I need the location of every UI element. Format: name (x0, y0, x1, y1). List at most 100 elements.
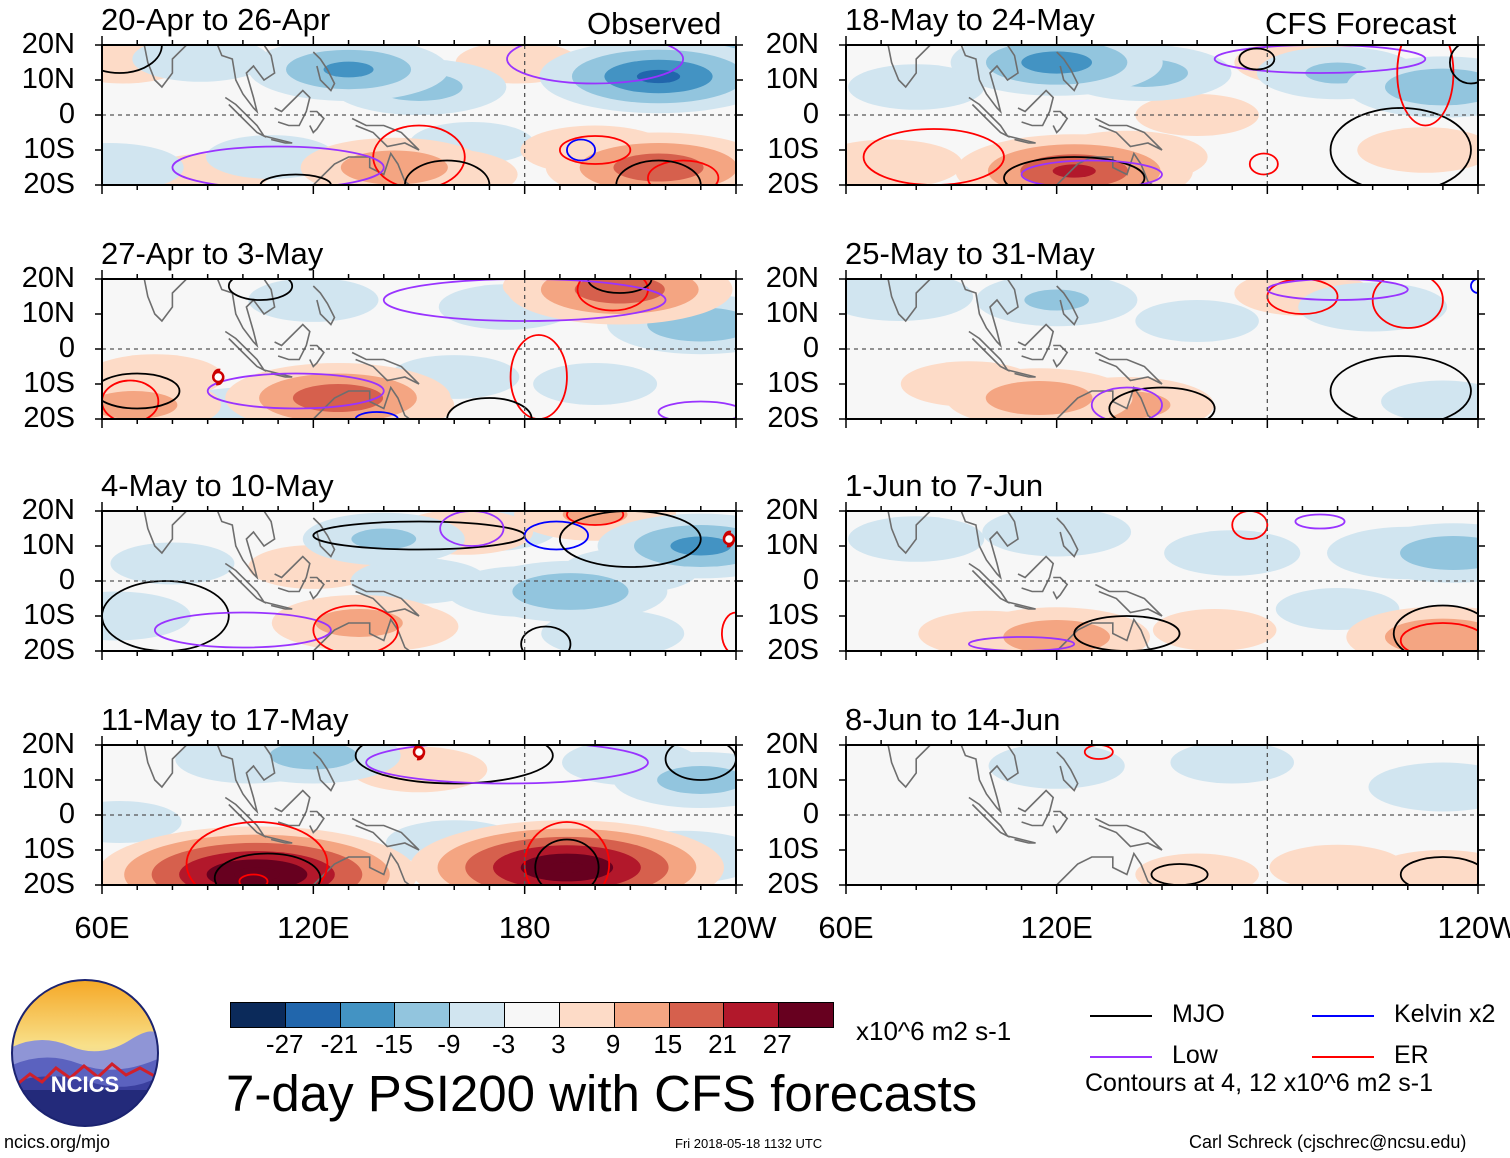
y-tick-label: 20S (767, 868, 819, 900)
coastline (1007, 835, 1036, 844)
y-tick-label: 20S (767, 402, 819, 434)
anomaly-shading (846, 139, 963, 185)
anomaly-shading (1400, 536, 1478, 570)
mjo-contour (1329, 107, 1472, 185)
map-panel-p7 (839, 494, 1485, 660)
coastline (1092, 672, 1131, 707)
colorbar-level-label: 3 (551, 1029, 566, 1059)
mjo-contour (227, 279, 294, 301)
map-panel-p6 (839, 270, 1485, 428)
mjo-contour (1073, 615, 1181, 651)
anomaly-shading (613, 153, 704, 182)
anomaly-shading (533, 363, 658, 405)
colorbar-swatch (340, 1003, 396, 1027)
er-contour (721, 611, 736, 651)
colorbar-level-label: 27 (762, 1029, 792, 1059)
column-label-right: CFS Forecast (1265, 6, 1457, 41)
y-tick-label: 10S (767, 833, 819, 865)
coastline (1056, 51, 1079, 92)
anomaly-shading (1135, 300, 1259, 342)
coastline (312, 51, 336, 92)
kelvin-contour (354, 411, 399, 419)
anomaly-shading (1164, 530, 1301, 576)
mjo-contour (102, 45, 163, 74)
y-tick-label: 10N (21, 63, 75, 95)
coastline (349, 206, 388, 241)
y-tick-label: 10N (21, 529, 75, 561)
panel-period-title: 8-Jun to 14-Jun (845, 702, 1061, 737)
coastline (216, 45, 276, 115)
y-tick-label: 0 (58, 98, 75, 130)
coastline (1094, 817, 1163, 851)
mjo-contour (534, 838, 600, 885)
colorbar-swatch (231, 1003, 286, 1027)
legend-mjo-line (1090, 1015, 1152, 1017)
mjo-contour (1238, 47, 1276, 71)
anomaly-shading (1152, 609, 1277, 651)
er-contour (523, 821, 611, 885)
coastline (1017, 323, 1055, 361)
y-tick-label: 10S (767, 367, 819, 399)
mjo-contour (259, 173, 332, 185)
site-url: ncics.org/mjo (4, 1132, 111, 1152)
y-tick-label: 10N (765, 63, 819, 95)
mjo-contour (1392, 604, 1478, 651)
anomaly-shading (1024, 289, 1089, 311)
coastline (349, 0, 388, 7)
low-contour (365, 745, 649, 785)
mjo-contour (1003, 156, 1146, 185)
anomaly-shading (670, 536, 732, 556)
author-credit: Carl Schreck (cjschrec@ncsu.edu) (1189, 1132, 1467, 1152)
anomaly-shading (1368, 762, 1478, 812)
coastline (1055, 851, 1154, 885)
coastline (1057, 494, 1064, 505)
legend-kelvin-line (1312, 1015, 1374, 1017)
coastline (1007, 135, 1036, 144)
coastline (263, 835, 293, 844)
colorbar-swatch (285, 1003, 341, 1027)
coastline (312, 151, 411, 185)
mjo-contour (354, 745, 554, 785)
colorbar-level-label: -3 (492, 1029, 516, 1059)
low-contour (1213, 45, 1427, 74)
coastline (351, 583, 420, 617)
coastline (960, 45, 1019, 115)
y-tick-label: 20S (767, 168, 819, 200)
x-tick-label: 120E (277, 910, 350, 945)
y-tick-label: 10N (21, 297, 75, 329)
ncics-logo: NCICS (11, 979, 159, 1127)
legend-er-label: ER (1394, 1041, 1429, 1069)
mjo-contour (102, 372, 181, 410)
y-tick-label: 10S (23, 133, 75, 165)
er-contour (1083, 745, 1114, 760)
mjo-contour (1108, 386, 1216, 419)
x-tick-label: 180 (498, 910, 551, 945)
legend-mjo-label: MJO (1172, 1000, 1225, 1028)
panel-period-title: 11-May to 17-May (101, 702, 349, 737)
coastline (216, 279, 276, 349)
er-contour (238, 873, 269, 885)
coastline (1007, 601, 1036, 610)
y-tick-label: 0 (58, 332, 75, 364)
legend-er-line (1312, 1056, 1374, 1058)
y-tick-label: 10S (767, 599, 819, 631)
colorbar-level-label: -9 (437, 1029, 461, 1059)
colorbar-swatch (779, 1003, 833, 1027)
anomaly-shading (982, 511, 1132, 557)
mjo-contour (446, 397, 533, 419)
coastline (263, 135, 293, 144)
coastline (142, 279, 189, 323)
coastline (309, 344, 325, 368)
coastline (1094, 117, 1163, 151)
column-label-left: Observed (587, 6, 722, 41)
coastline (351, 817, 420, 851)
er-contour (862, 128, 1005, 185)
coastline (274, 789, 311, 827)
coastline (1052, 576, 1069, 600)
map-panel-p1 (95, 0, 743, 194)
y-tick-label: 20N (765, 28, 819, 60)
anomaly-shading (102, 143, 184, 185)
low-contour (1294, 513, 1346, 530)
coastline (1052, 810, 1069, 834)
storm-marker-icon (412, 745, 426, 761)
